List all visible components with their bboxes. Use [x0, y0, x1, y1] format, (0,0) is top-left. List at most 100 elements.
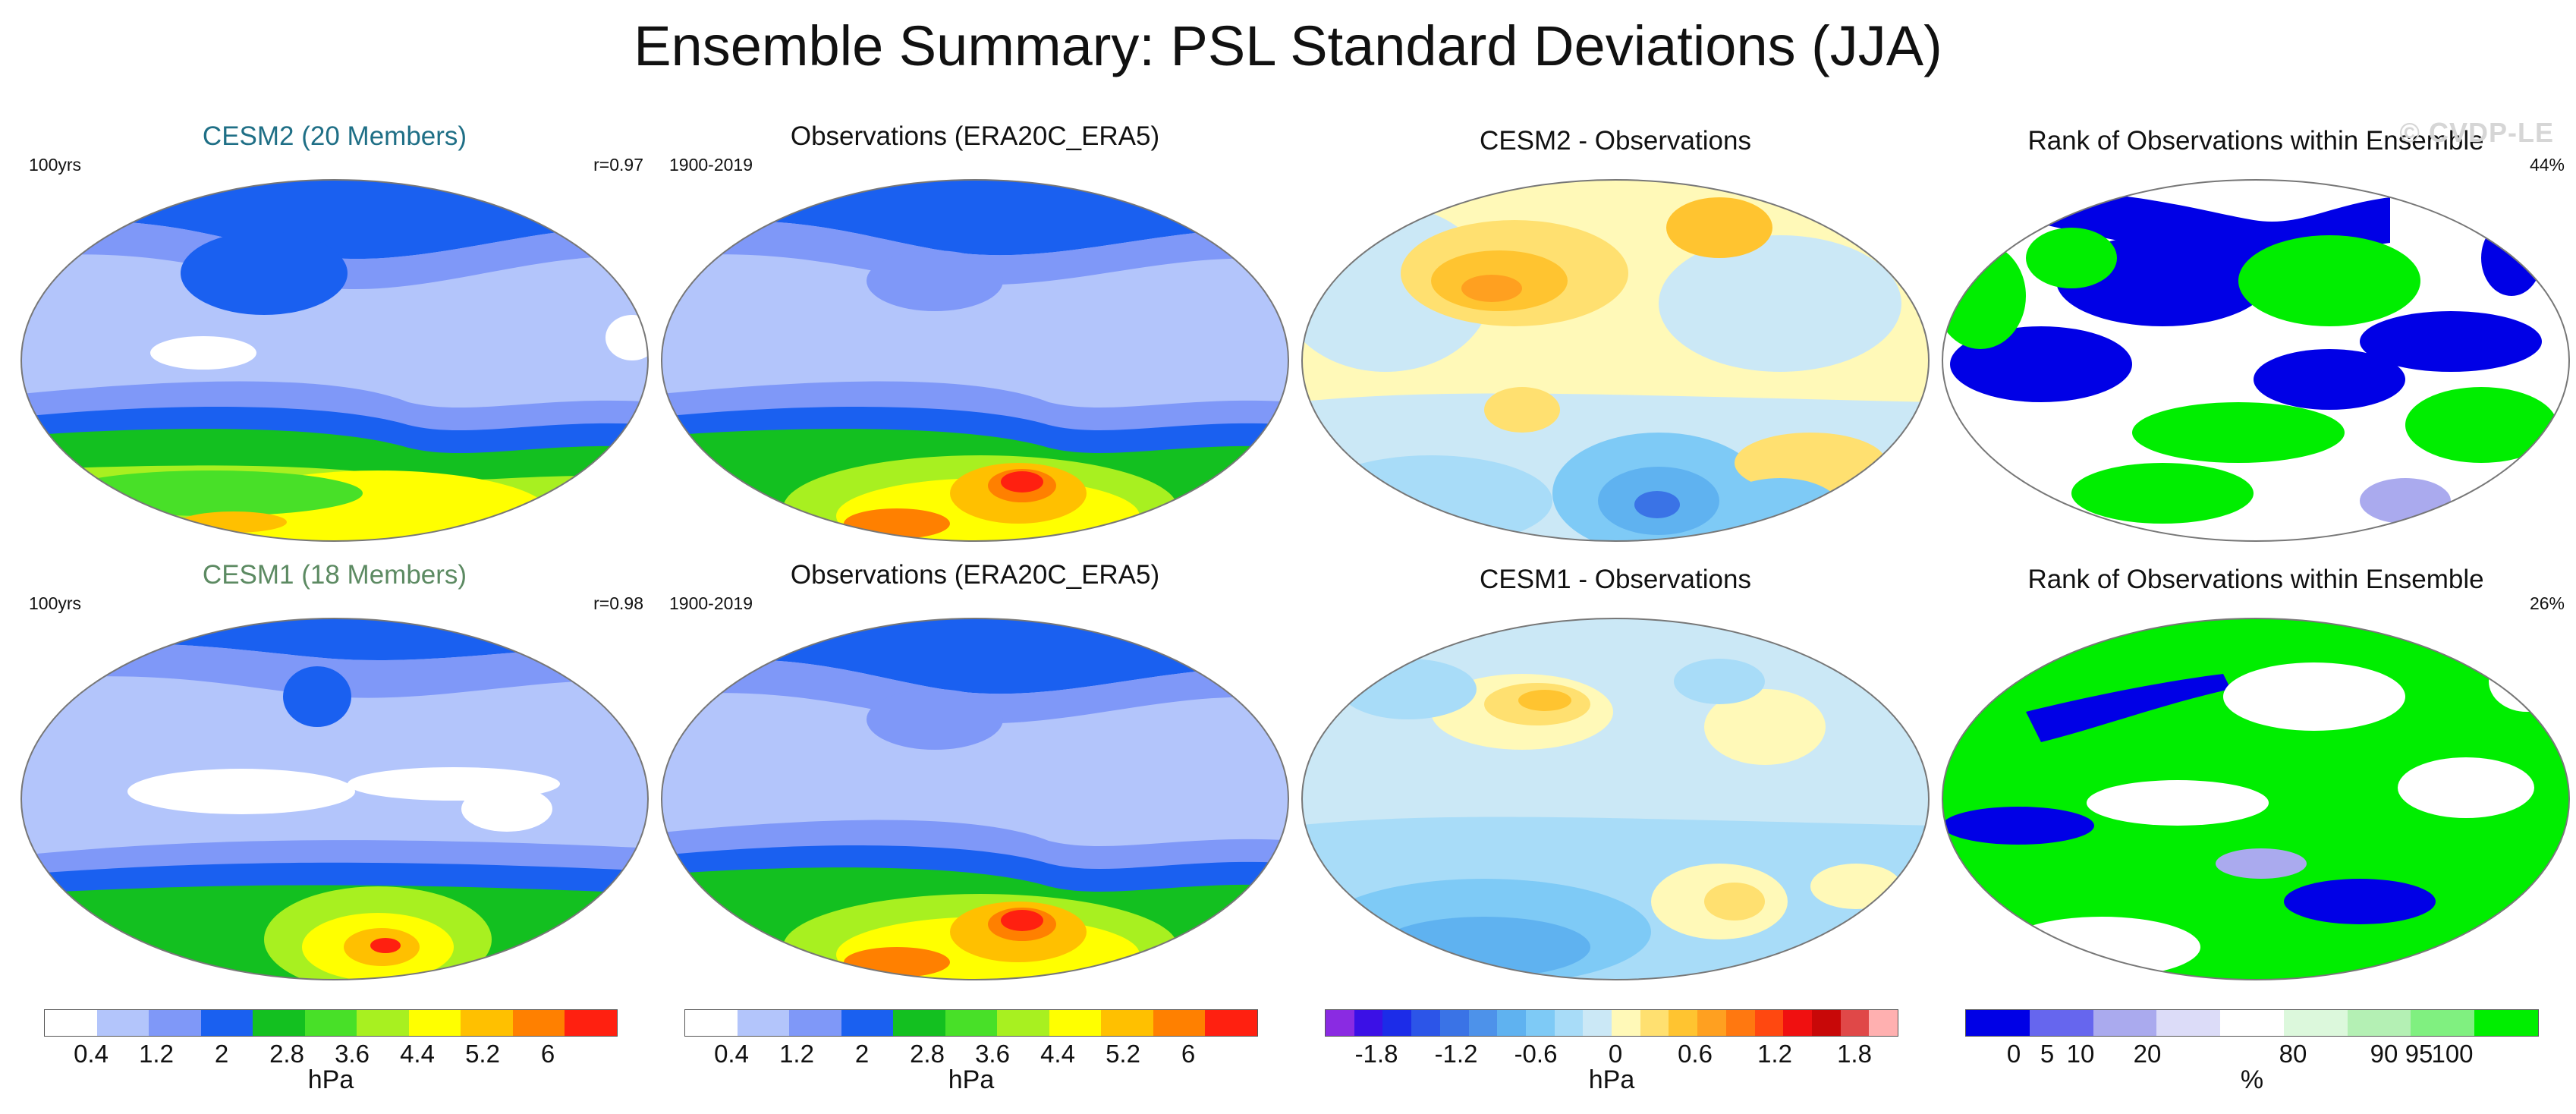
- diff-map-cesm1: [1301, 618, 1930, 980]
- colorbar-swatch: [1640, 1010, 1669, 1036]
- panel-cesm2-rank: Rank of Observations within Ensemble 44%…: [1935, 117, 2576, 546]
- panel-obs-std-2: Observations (ERA20C_ERA5) 1900-2019: [654, 560, 1296, 985]
- colorbar-tick-label: 5.2: [1106, 1040, 1140, 1068]
- colorbar-swatch: [1583, 1010, 1612, 1036]
- colorbar-swatch: [1669, 1010, 1698, 1036]
- colorbar-tick-label: 1.2: [139, 1040, 174, 1068]
- std-map-cesm2: [20, 179, 649, 542]
- panel-title: CESM2 - Observations: [1480, 126, 1751, 156]
- colorbar-swatch: [737, 1010, 790, 1036]
- colorbar-swatch: [1612, 1010, 1640, 1036]
- colorbar-swatch: [1049, 1010, 1102, 1036]
- colorbar-ticks: -1.8 -1.2 -0.6 0 0.6 1.2 1.8: [1325, 1037, 1898, 1068]
- colorbar-unit: hPa: [307, 1065, 354, 1094]
- colorbar-swatch: [789, 1010, 841, 1036]
- std-map-cesm1: [20, 618, 649, 980]
- colorbar-tick-label: 90: [2370, 1040, 2398, 1068]
- colorbar-swatch: [200, 1010, 253, 1036]
- colorbar-swatch: [461, 1010, 513, 1036]
- colorbar-tick-label: 0: [2006, 1040, 2021, 1068]
- colorbar-swatch: [1697, 1010, 1726, 1036]
- colorbar-strip: [44, 1009, 618, 1037]
- colorbar-tick-label: 5: [2040, 1040, 2055, 1068]
- panel-cesm1-rank: Rank of Observations within Ensemble 26%: [1935, 560, 2576, 985]
- colorbar-rank: 0 5 10 20 80 90 95 100 %: [1965, 1009, 2539, 1095]
- colorbar-tick-label: 6: [1181, 1040, 1196, 1068]
- panel-cesm2-std: CESM2 (20 Members) 100yrs r=0.97: [14, 121, 656, 546]
- diff-map-cesm2: [1301, 179, 1930, 542]
- colorbar-swatch: [2411, 1010, 2475, 1036]
- colorbar-swatch: [304, 1010, 357, 1036]
- colorbar-tick-label: -1.2: [1434, 1040, 1478, 1068]
- period-label: 1900-2019: [669, 593, 753, 613]
- period-label: 100yrs: [29, 155, 82, 175]
- std-map-obs-2: [661, 618, 1289, 980]
- colorbar-swatch: [45, 1010, 97, 1036]
- rank-percent-label: 44%: [2529, 155, 2565, 175]
- colorbar-ticks: 0 5 10 20 80 90 95 100: [1965, 1037, 2539, 1068]
- colorbar-unit: hPa: [1588, 1065, 1635, 1094]
- colorbar-swatch: [1840, 1010, 1870, 1036]
- colorbar-swatch: [1754, 1010, 1784, 1036]
- colorbar-swatch: [1468, 1010, 1498, 1036]
- colorbar-swatch: [2347, 1010, 2411, 1036]
- colorbar-tick-label: 95: [2405, 1040, 2433, 1068]
- colorbar-tick-label: 4.4: [400, 1040, 435, 1068]
- colorbar-swatch: [2156, 1010, 2221, 1036]
- panel-title: CESM2 (20 Members): [202, 121, 467, 151]
- colorbar-tick-label: 1.8: [1837, 1040, 1872, 1068]
- colorbar-swatch: [357, 1010, 409, 1036]
- figure-title: Ensemble Summary: PSL Standard Deviation…: [634, 14, 1942, 77]
- period-label: 1900-2019: [669, 155, 753, 175]
- panel-title: Observations (ERA20C_ERA5): [790, 121, 1160, 151]
- colorbar-swatch: [1497, 1010, 1526, 1036]
- colorbar-swatch: [1439, 1010, 1469, 1036]
- colorbar-tick-label: 80: [2279, 1040, 2307, 1068]
- colorbar-tick-label: -1.8: [1354, 1040, 1398, 1068]
- colorbar-tick-label: 0.6: [1678, 1040, 1713, 1068]
- panel-title: Rank of Observations within Ensemble: [2027, 126, 2484, 156]
- colorbar-tick-label: 6: [540, 1040, 555, 1068]
- colorbar-swatch: [1382, 1010, 1412, 1036]
- colorbar-swatch: [997, 1010, 1049, 1036]
- colorbar-tick-label: 1.2: [779, 1040, 814, 1068]
- colorbar-std-1: 0.4 1.2 2 2.8 3.6 4.4 5.2 6 hPa: [44, 1009, 618, 1095]
- colorbar-swatch: [1101, 1010, 1153, 1036]
- correlation-label: r=0.97: [593, 155, 643, 175]
- colorbar-swatch: [1411, 1010, 1440, 1036]
- colorbar-ticks: 0.4 1.2 2 2.8 3.6 4.4 5.2 6: [684, 1037, 1258, 1068]
- period-label: 100yrs: [29, 593, 82, 613]
- colorbar-swatch: [945, 1010, 998, 1036]
- panel-obs-std-1: Observations (ERA20C_ERA5) 1900-2019: [654, 121, 1296, 546]
- colorbar-tick-label: 0: [1608, 1040, 1623, 1068]
- colorbar-tick-label: 5.2: [465, 1040, 500, 1068]
- colorbar-tick-label: 10: [2066, 1040, 2095, 1068]
- colorbar-strip: [684, 1009, 1258, 1037]
- colorbar-swatch: [1783, 1010, 1812, 1036]
- colorbar-tick-label: 3.6: [335, 1040, 370, 1068]
- colorbar-swatch: [1153, 1010, 1206, 1036]
- colorbar-swatch: [408, 1010, 461, 1036]
- panel-title: CESM1 (18 Members): [202, 560, 467, 590]
- correlation-label: r=0.98: [593, 593, 643, 613]
- colorbar-swatch: [1811, 1010, 1841, 1036]
- colorbar-tick-label: 2.8: [269, 1040, 304, 1068]
- colorbar-swatch: [1869, 1010, 1898, 1036]
- panel-cesm1-diff: CESM1 - Observations: [1294, 560, 1936, 985]
- colorbar-tick-label: 2.8: [910, 1040, 945, 1068]
- colorbar-swatch: [2220, 1010, 2284, 1036]
- std-map-obs: [661, 179, 1289, 542]
- colorbar-swatch: [96, 1010, 149, 1036]
- colorbar-strip: [1965, 1009, 2539, 1037]
- colorbar-strip: [1325, 1009, 1898, 1037]
- colorbar-swatch: [1966, 1010, 2030, 1036]
- colorbar-tick-label: 0.4: [714, 1040, 749, 1068]
- colorbar-unit: hPa: [948, 1065, 995, 1094]
- colorbar-swatch: [685, 1010, 738, 1036]
- colorbar-swatch: [1354, 1010, 1383, 1036]
- colorbar-tick-label: 4.4: [1040, 1040, 1075, 1068]
- colorbar-swatch: [2474, 1010, 2539, 1036]
- colorbar-swatch: [841, 1010, 894, 1036]
- colorbar-swatch: [2093, 1010, 2157, 1036]
- colorbar-tick-label: 1.2: [1757, 1040, 1792, 1068]
